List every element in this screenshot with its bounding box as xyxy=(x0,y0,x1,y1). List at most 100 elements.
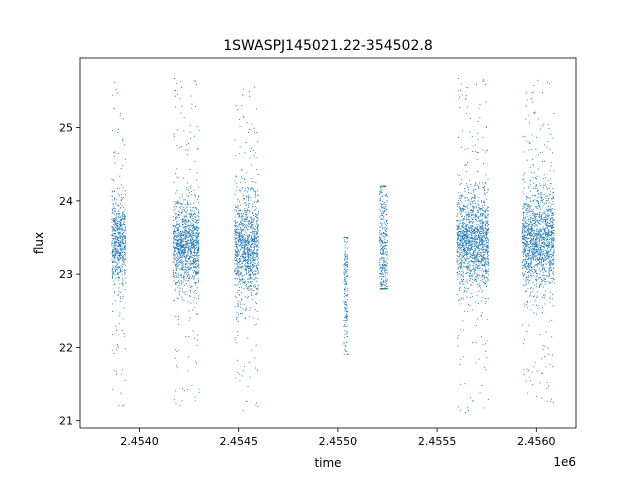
data-point xyxy=(474,271,476,273)
data-point xyxy=(237,283,239,286)
data-point xyxy=(460,258,462,260)
data-point xyxy=(458,227,460,229)
data-point xyxy=(239,213,241,215)
data-point xyxy=(180,274,182,276)
data-point xyxy=(174,213,177,215)
data-point xyxy=(244,263,247,265)
data-point xyxy=(193,211,195,213)
data-point xyxy=(245,285,247,287)
data-point xyxy=(381,252,383,255)
data-point xyxy=(463,263,466,265)
data-point xyxy=(379,242,381,244)
data-point xyxy=(251,265,253,267)
data-point xyxy=(479,391,481,393)
data-point xyxy=(113,261,115,263)
data-point xyxy=(253,220,255,222)
data-point xyxy=(188,280,190,282)
data-point xyxy=(478,234,480,236)
data-point xyxy=(253,250,255,252)
data-point xyxy=(471,341,474,344)
data-point xyxy=(241,257,243,259)
data-point xyxy=(192,246,194,248)
data-point xyxy=(343,269,345,271)
data-point xyxy=(197,252,199,254)
data-point xyxy=(240,292,243,294)
data-point xyxy=(194,160,196,163)
data-point xyxy=(251,241,253,243)
data-point xyxy=(526,304,528,306)
data-point xyxy=(472,210,474,213)
data-point xyxy=(182,224,184,226)
data-point xyxy=(243,228,245,230)
data-point xyxy=(237,241,239,243)
data-point xyxy=(549,231,551,233)
data-point xyxy=(192,261,194,263)
data-point xyxy=(124,335,126,337)
data-point xyxy=(196,246,198,249)
data-point xyxy=(181,210,183,212)
data-point xyxy=(124,253,126,255)
data-point xyxy=(242,223,244,225)
data-point xyxy=(255,255,257,257)
data-point xyxy=(242,213,244,215)
data-point xyxy=(173,273,175,275)
data-point xyxy=(465,272,467,274)
data-point xyxy=(189,137,192,139)
data-point xyxy=(257,239,260,241)
data-point xyxy=(246,196,248,198)
data-point xyxy=(247,337,249,339)
data-point xyxy=(120,220,122,222)
data-point xyxy=(486,264,488,266)
data-point xyxy=(382,280,384,282)
data-point xyxy=(241,276,243,278)
data-point xyxy=(174,212,176,214)
data-point xyxy=(256,310,258,313)
data-point xyxy=(384,274,386,277)
data-point xyxy=(121,224,123,226)
data-point xyxy=(245,296,247,298)
data-point xyxy=(256,243,258,245)
data-point xyxy=(481,274,483,277)
data-point xyxy=(486,276,488,279)
data-point xyxy=(198,272,200,274)
data-point xyxy=(482,260,484,262)
data-point xyxy=(242,312,244,314)
data-point xyxy=(485,262,487,264)
data-point xyxy=(181,226,183,228)
data-point xyxy=(379,230,381,232)
data-point xyxy=(254,197,256,199)
data-point xyxy=(384,248,386,250)
data-point xyxy=(255,157,257,159)
data-point xyxy=(189,236,191,238)
data-point xyxy=(471,261,474,263)
data-point xyxy=(174,274,176,276)
data-point xyxy=(462,282,464,284)
data-point xyxy=(380,187,382,189)
data-point xyxy=(385,281,387,283)
data-point xyxy=(246,258,249,260)
data-point xyxy=(474,257,476,259)
data-point xyxy=(485,277,487,279)
data-point xyxy=(476,151,478,153)
data-point xyxy=(124,219,126,221)
data-point xyxy=(462,256,465,258)
data-point xyxy=(476,184,478,186)
data-point xyxy=(182,251,185,253)
data-point xyxy=(471,211,473,213)
data-point xyxy=(248,268,250,270)
data-point xyxy=(463,233,466,235)
data-point xyxy=(465,217,467,219)
data-point xyxy=(175,357,177,359)
data-point xyxy=(484,227,486,229)
data-point xyxy=(195,267,197,269)
data-point xyxy=(195,219,197,221)
data-point xyxy=(246,216,248,218)
data-point xyxy=(483,236,486,238)
data-point xyxy=(194,194,196,197)
data-point xyxy=(250,150,252,153)
data-point xyxy=(384,185,386,187)
data-point xyxy=(175,269,177,272)
data-point xyxy=(343,343,345,345)
data-point xyxy=(117,204,119,206)
data-point xyxy=(249,376,251,378)
